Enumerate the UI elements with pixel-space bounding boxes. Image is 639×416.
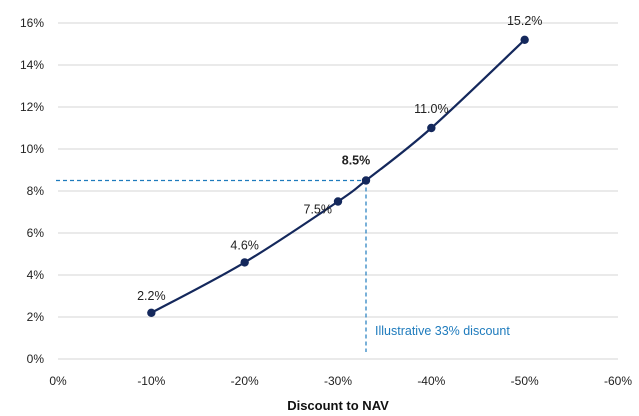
x-axis-title: Discount to NAV xyxy=(287,398,389,413)
y-axis-ticks: 0% 2% 4% 6% 8% 10% 12% 14% 16% xyxy=(20,16,44,366)
y-tick-label: 14% xyxy=(20,58,44,72)
data-point xyxy=(520,35,529,44)
data-labels: 2.2% 4.6% 7.5% 8.5% 11.0% 15.2% xyxy=(137,14,542,303)
data-point xyxy=(147,308,156,317)
x-tick-label: 0% xyxy=(49,374,67,388)
data-label: 7.5% xyxy=(304,203,333,217)
y-tick-label: 6% xyxy=(27,226,45,240)
highlight-data-label: 8.5% xyxy=(342,154,371,168)
x-tick-label: -40% xyxy=(417,374,445,388)
x-axis-ticks: 0% -10% -20% -30% -40% -50% -60% xyxy=(49,374,632,388)
y-tick-label: 12% xyxy=(20,100,44,114)
x-tick-label: -10% xyxy=(137,374,165,388)
data-points xyxy=(147,35,529,317)
y-tick-label: 16% xyxy=(20,16,44,30)
y-tick-label: 4% xyxy=(27,268,45,282)
data-point xyxy=(361,176,371,185)
annotation-text: Illustrative 33% discount xyxy=(375,324,510,338)
x-tick-label: -60% xyxy=(604,374,632,388)
data-label: 15.2% xyxy=(507,14,542,28)
y-tick-label: 10% xyxy=(20,142,44,156)
y-tick-label: 8% xyxy=(27,184,45,198)
x-tick-label: -50% xyxy=(511,374,539,388)
grid-lines xyxy=(58,22,618,360)
y-tick-label: 2% xyxy=(27,310,45,324)
data-label: 2.2% xyxy=(137,289,166,303)
data-label: 4.6% xyxy=(230,238,259,252)
reference-lines xyxy=(56,179,367,352)
data-point xyxy=(240,258,249,267)
y-tick-label: 0% xyxy=(27,352,45,366)
x-tick-label: -30% xyxy=(324,374,352,388)
x-tick-label: -20% xyxy=(231,374,259,388)
data-label: 11.0% xyxy=(414,102,449,116)
data-point xyxy=(333,197,343,206)
series-line xyxy=(150,38,526,314)
data-point xyxy=(427,123,436,133)
